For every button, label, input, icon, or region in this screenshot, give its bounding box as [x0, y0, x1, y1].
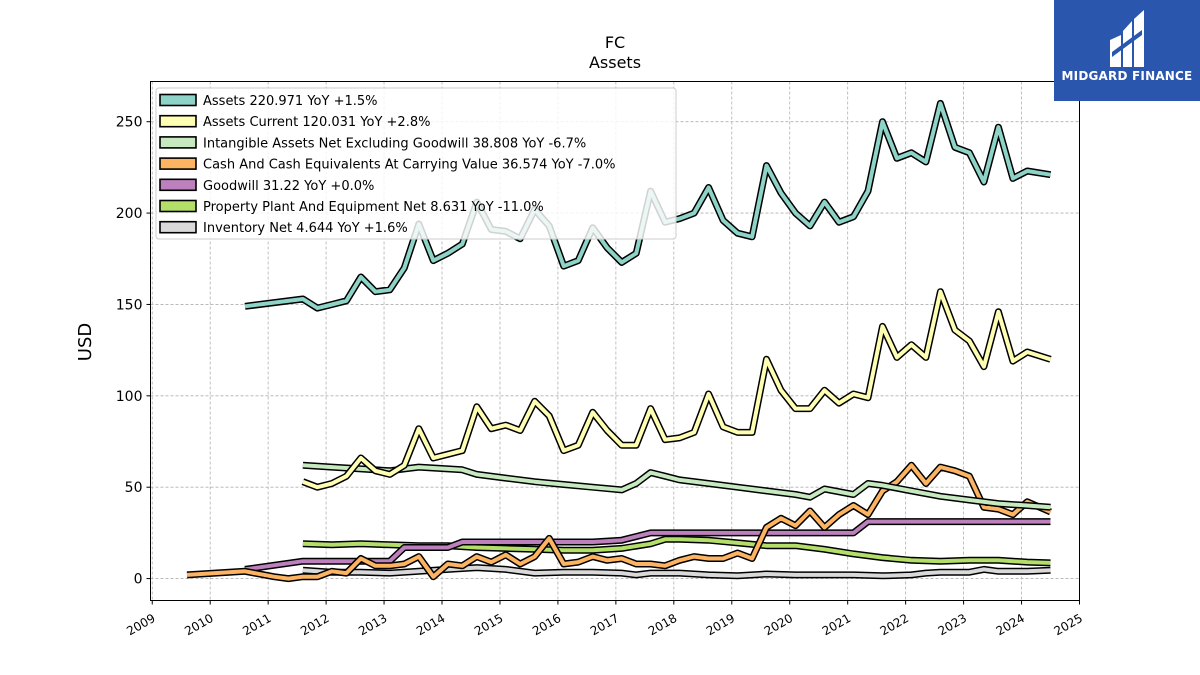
- midgard-logo-icon: [1110, 10, 1144, 67]
- legend-swatch: [159, 157, 197, 170]
- x-tick-label: 2025: [1052, 611, 1085, 638]
- series-line-outline: [301, 288, 1052, 491]
- x-tick-label: 2024: [994, 611, 1027, 638]
- legend-label: Assets Current 120.031 YoY +2.8%: [203, 115, 430, 130]
- chart-title: FC: [605, 33, 625, 52]
- legend-label: Intangible Assets Net Excluding Goodwill…: [203, 136, 586, 151]
- series-line: [186, 463, 1052, 581]
- series-assets-current: [301, 288, 1052, 491]
- legend-label: Cash And Cash Equivalents At Carrying Va…: [203, 158, 615, 173]
- legend: Assets 220.971 YoY +1.5% Assets Current 1…: [155, 87, 677, 240]
- series-line: [244, 519, 1051, 572]
- x-tick-label: 2016: [530, 611, 563, 638]
- x-tick-label: 2021: [820, 611, 853, 638]
- x-tick-label: 2022: [878, 611, 911, 638]
- x-tick-label: 2015: [472, 611, 505, 638]
- legend-swatch: [159, 114, 197, 128]
- x-tick-label: 2009: [124, 611, 157, 638]
- series-inventory-net: [302, 564, 1051, 580]
- series-line: [302, 289, 1052, 490]
- legend-label: Goodwill 31.22 YoY +0.0%: [203, 179, 374, 194]
- y-tick-label: 200: [116, 206, 143, 222]
- x-tick-label: 2014: [414, 611, 447, 638]
- legend-label: Inventory Net 4.644 YoY +1.6%: [203, 221, 408, 236]
- y-tick-label: 250: [116, 115, 143, 131]
- legend-swatch: [159, 199, 197, 213]
- x-tick-label: 2019: [704, 611, 737, 638]
- legend-swatch: [159, 220, 197, 234]
- x-tick-label: 2017: [588, 611, 621, 638]
- x-tick-label: 2020: [762, 611, 795, 638]
- legend-entry: Assets 220.971 YoY +1.5%: [159, 93, 378, 109]
- x-tick-label: 2010: [182, 611, 215, 638]
- x-tick-label: 2023: [936, 611, 969, 638]
- legend-entry: Property Plant And Equipment Net 8.631 Y…: [159, 199, 544, 215]
- legend-entry: Inventory Net 4.644 YoY +1.6%: [159, 220, 408, 236]
- legend-swatch: [159, 136, 197, 149]
- series-cash-and-cash-equivalents-at-carrying-value: [186, 461, 1052, 583]
- series-line: [302, 463, 1051, 510]
- series-goodwill: [244, 518, 1051, 573]
- chart-subtitle: Assets: [589, 53, 641, 72]
- legend-entry: Cash And Cash Equivalents At Carrying Va…: [159, 157, 615, 173]
- brand-logo: MIDGARD FINANCE: [1054, 0, 1200, 101]
- legend-swatch: [159, 93, 197, 107]
- legend-entry: Assets Current 120.031 YoY +2.8%: [159, 114, 430, 130]
- y-tick-label: 0: [134, 572, 143, 588]
- brand-name: MIDGARD FINANCE: [1061, 69, 1193, 83]
- x-tick-label: 2012: [298, 611, 331, 638]
- y-tick-label: 100: [116, 389, 143, 405]
- legend-label: Assets 220.971 YoY +1.5%: [203, 94, 378, 109]
- x-tick-label: 2011: [240, 611, 273, 638]
- y-tick-label: 50: [125, 480, 143, 496]
- series-intangible-assets-net-excluding-goodwill: [302, 461, 1051, 511]
- y-tick-label: 150: [116, 297, 143, 313]
- legend-swatch: [159, 178, 197, 192]
- legend-box: [155, 87, 677, 240]
- x-tick-label: 2013: [356, 611, 389, 638]
- x-tick-label: 2018: [646, 611, 679, 638]
- legend-entry: Goodwill 31.22 YoY +0.0%: [159, 178, 374, 194]
- legend-label: Property Plant And Equipment Net 8.631 Y…: [203, 200, 544, 215]
- y-axis-label: USD: [75, 323, 96, 361]
- plot-frame: [150, 81, 1080, 601]
- legend-entry: Intangible Assets Net Excluding Goodwill…: [159, 136, 586, 151]
